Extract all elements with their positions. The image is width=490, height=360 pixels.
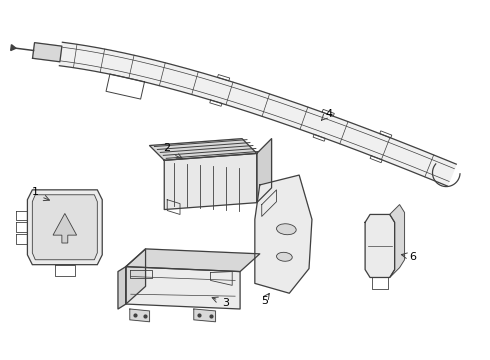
Polygon shape — [390, 204, 405, 278]
Polygon shape — [11, 45, 16, 50]
Polygon shape — [130, 309, 149, 322]
Polygon shape — [53, 213, 76, 243]
Polygon shape — [27, 190, 102, 265]
Polygon shape — [365, 215, 394, 278]
Text: 2: 2 — [163, 144, 170, 153]
Polygon shape — [118, 267, 126, 309]
Text: 1: 1 — [32, 187, 39, 197]
Polygon shape — [255, 175, 312, 293]
Text: 5: 5 — [261, 296, 268, 306]
Ellipse shape — [276, 252, 292, 261]
Text: 3: 3 — [222, 298, 229, 308]
Ellipse shape — [276, 224, 296, 235]
Polygon shape — [126, 249, 146, 304]
Text: 4: 4 — [325, 109, 332, 119]
Polygon shape — [59, 42, 456, 186]
Text: 6: 6 — [409, 252, 416, 262]
Polygon shape — [32, 195, 98, 260]
Polygon shape — [149, 139, 257, 160]
Polygon shape — [164, 153, 257, 210]
Polygon shape — [32, 43, 62, 62]
Polygon shape — [257, 139, 271, 203]
Polygon shape — [262, 190, 276, 216]
Polygon shape — [194, 309, 216, 322]
Polygon shape — [126, 249, 260, 271]
Polygon shape — [126, 267, 240, 309]
